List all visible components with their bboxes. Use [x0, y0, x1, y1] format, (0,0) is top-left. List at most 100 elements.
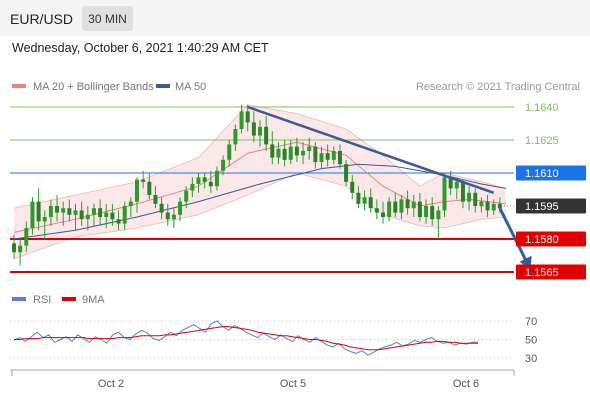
candle-body [381, 212, 385, 217]
rsi-tick-label: 50 [525, 335, 537, 347]
candle-body [245, 111, 250, 123]
bollinger-band-fill [14, 104, 506, 259]
candle-body [239, 111, 244, 129]
candle-body [110, 212, 115, 220]
candle-body [227, 144, 232, 160]
candle-body [73, 210, 78, 215]
support-label-bg-1.1565 [516, 264, 586, 280]
rsi-tick-label: 70 [525, 316, 537, 328]
candle-body [399, 199, 404, 213]
support-label-bg-1.1580 [516, 231, 586, 247]
candle-body [374, 208, 379, 213]
resistance-trendline [247, 105, 495, 194]
candle-body [251, 122, 256, 136]
chart-legend: MA 20 + Bollinger Bands MA 50 Research ©… [12, 81, 580, 93]
x-axis: Oct 2 Oct 5 Oct 6 [10, 369, 515, 390]
candle-body [288, 146, 293, 160]
rsi-line [13, 320, 478, 356]
candle-body [479, 201, 484, 206]
candle-body [153, 195, 158, 204]
candle-body [467, 192, 472, 202]
ma20-legend-label: MA 20 + Bollinger Bands [33, 81, 154, 93]
candle-body [319, 153, 324, 162]
candle-body [91, 208, 96, 215]
forecast-arrow-shaft [498, 207, 529, 265]
candle-body [55, 206, 60, 213]
candle-body [337, 151, 342, 165]
timeframe-badge[interactable]: 30 MIN [82, 6, 133, 31]
candle-body [214, 170, 219, 187]
rsi-ma-line [14, 326, 478, 351]
candle-body [294, 146, 299, 156]
candle-body [122, 206, 127, 224]
candle-body [307, 146, 312, 151]
candle-body [258, 126, 262, 136]
candle-body [135, 179, 139, 202]
resistance-level-label-1.1640: 1.1640 [525, 102, 559, 114]
candle-body [264, 126, 269, 145]
candle-body [497, 203, 502, 209]
candle-body [208, 181, 213, 187]
candle-body [190, 184, 195, 191]
candle-body [79, 210, 84, 220]
candle-body [282, 148, 287, 160]
rsi-tick-label: 30 [525, 353, 537, 365]
candle-body [171, 214, 176, 220]
candle-body [424, 206, 429, 217]
credit-label: Research © 2021 Trading Central [416, 81, 580, 93]
target-label-bg-1.1610 [516, 165, 586, 181]
support-level-label-1.1580: 1.1580 [525, 234, 559, 246]
candle-body [104, 212, 109, 217]
ma50-legend-label: MA 50 [175, 81, 206, 93]
candle-body [417, 201, 422, 217]
candle-body [184, 190, 189, 202]
candle-body [178, 201, 183, 215]
candle-body [128, 201, 133, 206]
candle-body [331, 151, 336, 160]
candlesticks [12, 104, 502, 266]
candle-body [301, 151, 306, 156]
support-level-label-1.1565: 1.1565 [525, 267, 559, 279]
bollinger-lower-line [13, 172, 507, 260]
candle-body [325, 153, 330, 160]
current-label-bg-1.1595 [516, 198, 586, 214]
candle-body [448, 177, 453, 189]
ma50-legend-swatch [156, 84, 170, 88]
candle-body [141, 179, 146, 182]
candle-body [491, 203, 496, 211]
candle-body [30, 201, 35, 228]
candle-body [387, 201, 392, 217]
x-tick-label: Oct 2 [98, 378, 124, 390]
rsi-legend-label: RSI [33, 294, 51, 306]
symbol-title: EUR/USD [10, 11, 74, 27]
candle-body [61, 208, 66, 213]
rsi-legend-swatch [12, 297, 26, 301]
x-tick-label: Oct 5 [280, 378, 306, 390]
candle-body [18, 245, 23, 253]
candle-body [411, 201, 416, 209]
candle-body [356, 192, 361, 204]
current-level-label-1.1595: 1.1595 [525, 201, 559, 213]
candle-body [116, 219, 121, 224]
candle-body [430, 206, 435, 220]
candle-body [67, 208, 72, 215]
x-tick-label: Oct 6 [453, 378, 479, 390]
candle-body [159, 203, 164, 213]
candle-body [460, 181, 465, 202]
candle-body [202, 177, 207, 182]
candle-body [165, 212, 170, 220]
candle-body [233, 129, 238, 145]
candle-body [473, 192, 478, 206]
candle-body [454, 181, 459, 189]
candle-body [368, 197, 373, 209]
candle-body [344, 164, 349, 182]
ma20-legend-swatch [12, 84, 26, 88]
header-bar: EUR/USD 30 MIN [0, 0, 590, 36]
candle-body [442, 177, 447, 211]
candle-body [313, 146, 318, 162]
candle-body [485, 201, 490, 211]
candle-body [350, 181, 355, 193]
candle-body [196, 177, 201, 184]
candle-body [436, 210, 441, 220]
resistance-level-label-1.1625: 1.1625 [525, 135, 559, 147]
